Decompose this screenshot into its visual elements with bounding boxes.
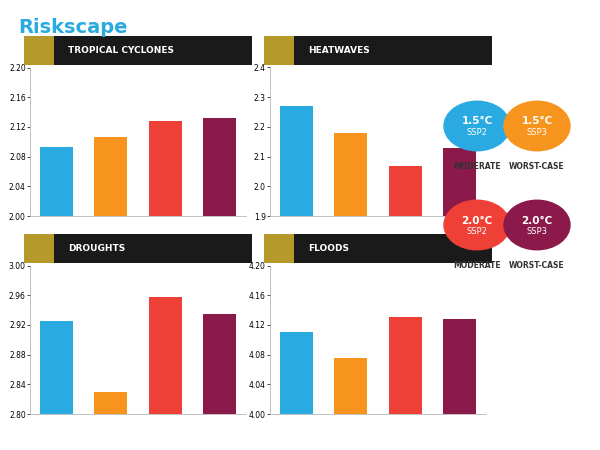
Bar [40,321,73,450]
Bar [334,133,367,450]
Text: SSP2: SSP2 [467,227,487,236]
Text: 1.5°C: 1.5°C [461,117,493,126]
Bar [280,332,313,450]
Text: 2.0°C: 2.0°C [461,216,493,225]
Bar [149,297,182,450]
Bar [389,318,422,450]
Text: TROPICAL CYCLONES: TROPICAL CYCLONES [68,46,174,55]
Bar [443,319,476,450]
Text: HEATWAVES: HEATWAVES [308,46,370,55]
Bar [443,148,476,450]
Bar [334,358,367,450]
Text: SSP2: SSP2 [467,128,487,137]
Bar [94,392,127,450]
Text: WORST-CASE: WORST-CASE [509,261,565,270]
Text: DROUGHTS: DROUGHTS [68,244,125,253]
Bar [40,147,73,450]
Bar [203,314,236,450]
Bar [149,121,182,450]
Text: FLOODS: FLOODS [308,244,349,253]
Bar [280,106,313,450]
Text: MODERATE: MODERATE [453,162,501,171]
Bar [94,136,127,450]
Text: SSP3: SSP3 [527,128,548,137]
Text: 2.0°C: 2.0°C [521,216,553,225]
Text: Riskscape: Riskscape [18,18,128,37]
Text: MODERATE: MODERATE [453,261,501,270]
Text: SSP3: SSP3 [527,227,548,236]
Text: WORST-CASE: WORST-CASE [509,162,565,171]
Bar [389,166,422,450]
Bar [203,118,236,450]
Text: 1.5°C: 1.5°C [521,117,553,126]
